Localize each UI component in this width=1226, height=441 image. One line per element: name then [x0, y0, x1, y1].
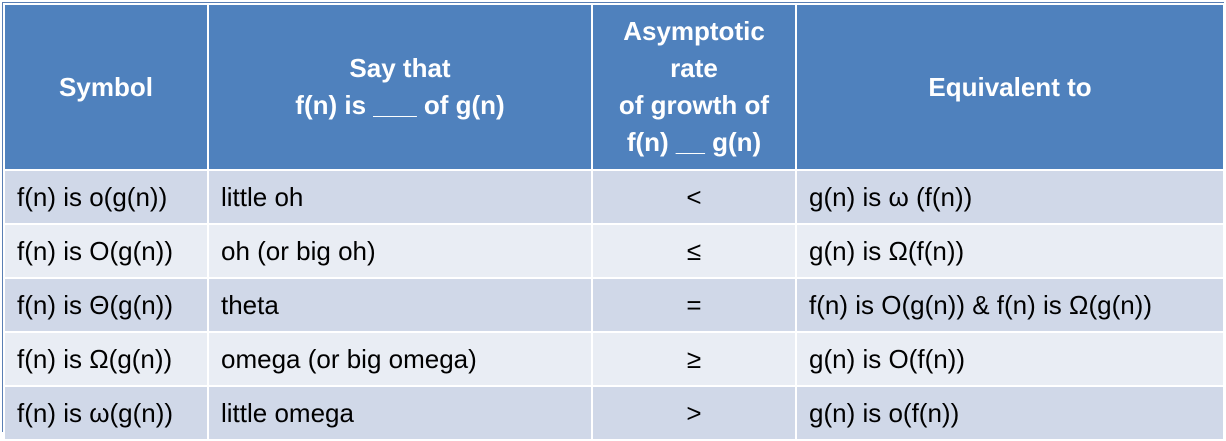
table-row: f(n) is Θ(g(n)) theta = f(n) is O(g(n)) …	[3, 277, 1225, 333]
equivalent-cell: f(n) is O(g(n)) & f(n) is Ω(g(n))	[795, 277, 1225, 333]
say-that-cell: theta	[207, 277, 593, 333]
say-that-cell: oh (or big oh)	[207, 223, 593, 279]
equivalent-cell: g(n) is Ω(f(n))	[795, 223, 1225, 279]
rate-cell: ≤	[591, 223, 797, 279]
symbol-cell: f(n) is O(g(n))	[3, 223, 209, 279]
equivalent-cell: g(n) is ω (f(n))	[795, 169, 1225, 225]
equivalent-cell: g(n) is O(f(n))	[795, 331, 1225, 387]
rate-cell: <	[591, 169, 797, 225]
header-equivalent-to: Equivalent to	[795, 3, 1225, 171]
rate-cell: =	[591, 277, 797, 333]
symbol-cell: f(n) is o(g(n))	[3, 169, 209, 225]
header-asymptotic-rate: Asymptotic rate of growth of f(n) __ g(n…	[591, 3, 797, 171]
say-that-cell: little omega	[207, 385, 593, 441]
table-row: f(n) is ω(g(n)) little omega > g(n) is o…	[3, 385, 1225, 441]
rate-cell: ≥	[591, 331, 797, 387]
table-row: f(n) is O(g(n)) oh (or big oh) ≤ g(n) is…	[3, 223, 1225, 279]
header-row: Symbol Say that f(n) is ___ of g(n) Asym…	[3, 3, 1225, 171]
symbol-cell: f(n) is ω(g(n))	[3, 385, 209, 441]
table-row: f(n) is o(g(n)) little oh < g(n) is ω (f…	[3, 169, 1225, 225]
symbol-cell: f(n) is Ω(g(n))	[3, 331, 209, 387]
say-that-cell: omega (or big omega)	[207, 331, 593, 387]
rate-cell: >	[591, 385, 797, 441]
header-symbol: Symbol	[3, 3, 209, 171]
header-say-that: Say that f(n) is ___ of g(n)	[207, 3, 593, 171]
say-that-cell: little oh	[207, 169, 593, 225]
equivalent-cell: g(n) is o(f(n))	[795, 385, 1225, 441]
symbol-cell: f(n) is Θ(g(n))	[3, 277, 209, 333]
table-row: f(n) is Ω(g(n)) omega (or big omega) ≥ g…	[3, 331, 1225, 387]
asymptotic-notation-table: Symbol Say that f(n) is ___ of g(n) Asym…	[3, 3, 1225, 441]
